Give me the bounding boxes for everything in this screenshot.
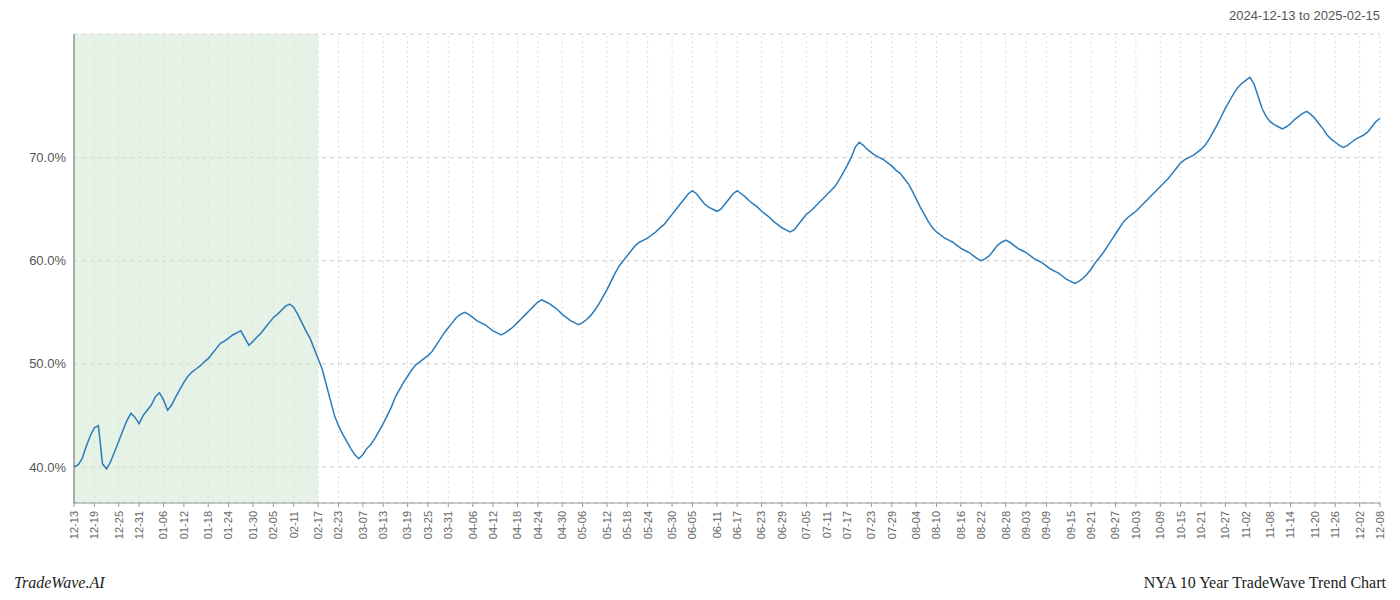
- svg-text:09-15: 09-15: [1065, 511, 1077, 539]
- html-text:2024-12-13 to 2025-02-15: 2024-12-13 to 2025-02-15: [1228, 8, 1380, 23]
- svg-text:03-31: 03-31: [442, 511, 454, 539]
- svg-text:05-18: 05-18: [621, 511, 633, 539]
- svg-text:06-17: 06-17: [731, 511, 743, 539]
- svg-text:50.0%: 50.0%: [29, 356, 66, 371]
- svg-text:04-24: 04-24: [532, 511, 544, 539]
- svg-text:08-16: 08-16: [955, 511, 967, 539]
- svg-text:03-07: 03-07: [357, 511, 369, 539]
- svg-text:07-05: 07-05: [800, 511, 812, 539]
- svg-text:09-21: 09-21: [1085, 511, 1097, 539]
- svg-text:02-11: 02-11: [288, 511, 300, 538]
- svg-text:05-24: 05-24: [642, 511, 654, 539]
- svg-text:12-13: 12-13: [68, 511, 80, 539]
- svg-text:08-04: 08-04: [910, 511, 922, 539]
- svg-text:10-21: 10-21: [1195, 511, 1207, 539]
- svg-text:70.0%: 70.0%: [29, 150, 66, 165]
- svg-text:07-17: 07-17: [841, 511, 853, 539]
- html-text:NYA 10 Year TradeWave Trend Ch: NYA 10 Year TradeWave Trend Chart: [1143, 574, 1386, 591]
- svg-text:01-06: 01-06: [157, 511, 169, 539]
- svg-text:12-02: 12-02: [1354, 511, 1366, 539]
- svg-text:10-15: 10-15: [1174, 511, 1186, 539]
- svg-text:07-29: 07-29: [886, 511, 898, 539]
- svg-text:03-25: 03-25: [422, 511, 434, 539]
- svg-text:12-08: 12-08: [1374, 511, 1386, 539]
- svg-text:03-13: 03-13: [377, 511, 389, 539]
- svg-text:02-17: 02-17: [312, 511, 324, 539]
- svg-text:02-23: 02-23: [332, 511, 344, 539]
- svg-text:09-27: 09-27: [1109, 511, 1121, 539]
- svg-text:01-30: 01-30: [247, 511, 259, 539]
- svg-text:12-19: 12-19: [88, 511, 100, 539]
- html-text:TradeWave.AI: TradeWave.AI: [14, 574, 105, 591]
- svg-text:09-09: 09-09: [1040, 511, 1052, 539]
- svg-text:04-06: 04-06: [467, 511, 479, 539]
- svg-text:09-03: 09-03: [1020, 511, 1032, 539]
- svg-text:07-23: 07-23: [865, 511, 877, 539]
- svg-text:08-28: 08-28: [1000, 511, 1012, 539]
- svg-text:06-05: 06-05: [686, 511, 698, 539]
- svg-text:11-02: 11-02: [1240, 511, 1252, 538]
- svg-text:06-29: 06-29: [776, 511, 788, 539]
- svg-text:07-11: 07-11: [821, 511, 833, 538]
- svg-text:01-24: 01-24: [222, 511, 234, 539]
- svg-text:08-22: 08-22: [975, 511, 987, 539]
- svg-text:05-30: 05-30: [666, 511, 678, 539]
- svg-text:60.0%: 60.0%: [29, 253, 66, 268]
- svg-text:06-11: 06-11: [711, 511, 723, 538]
- svg-text:11-08: 11-08: [1264, 511, 1276, 538]
- svg-text:10-27: 10-27: [1219, 511, 1231, 539]
- svg-text:04-18: 04-18: [511, 511, 523, 539]
- svg-text:01-18: 01-18: [202, 511, 214, 539]
- svg-text:12-31: 12-31: [133, 511, 145, 539]
- svg-text:01-12: 01-12: [178, 511, 190, 539]
- svg-text:05-06: 05-06: [576, 511, 588, 539]
- svg-text:06-23: 06-23: [755, 511, 767, 539]
- svg-text:11-14: 11-14: [1284, 511, 1296, 538]
- svg-text:10-03: 10-03: [1130, 511, 1142, 539]
- svg-text:11-26: 11-26: [1329, 511, 1341, 538]
- svg-text:10-09: 10-09: [1154, 511, 1166, 539]
- svg-text:05-12: 05-12: [601, 511, 613, 539]
- svg-text:04-12: 04-12: [487, 511, 499, 539]
- svg-text:04-30: 04-30: [556, 511, 568, 539]
- svg-text:11-20: 11-20: [1309, 511, 1321, 538]
- svg-text:12-25: 12-25: [113, 511, 125, 539]
- svg-text:08-10: 08-10: [930, 511, 942, 539]
- svg-text:40.0%: 40.0%: [29, 460, 66, 475]
- svg-text:03-19: 03-19: [401, 511, 413, 539]
- svg-text:02-05: 02-05: [267, 511, 279, 539]
